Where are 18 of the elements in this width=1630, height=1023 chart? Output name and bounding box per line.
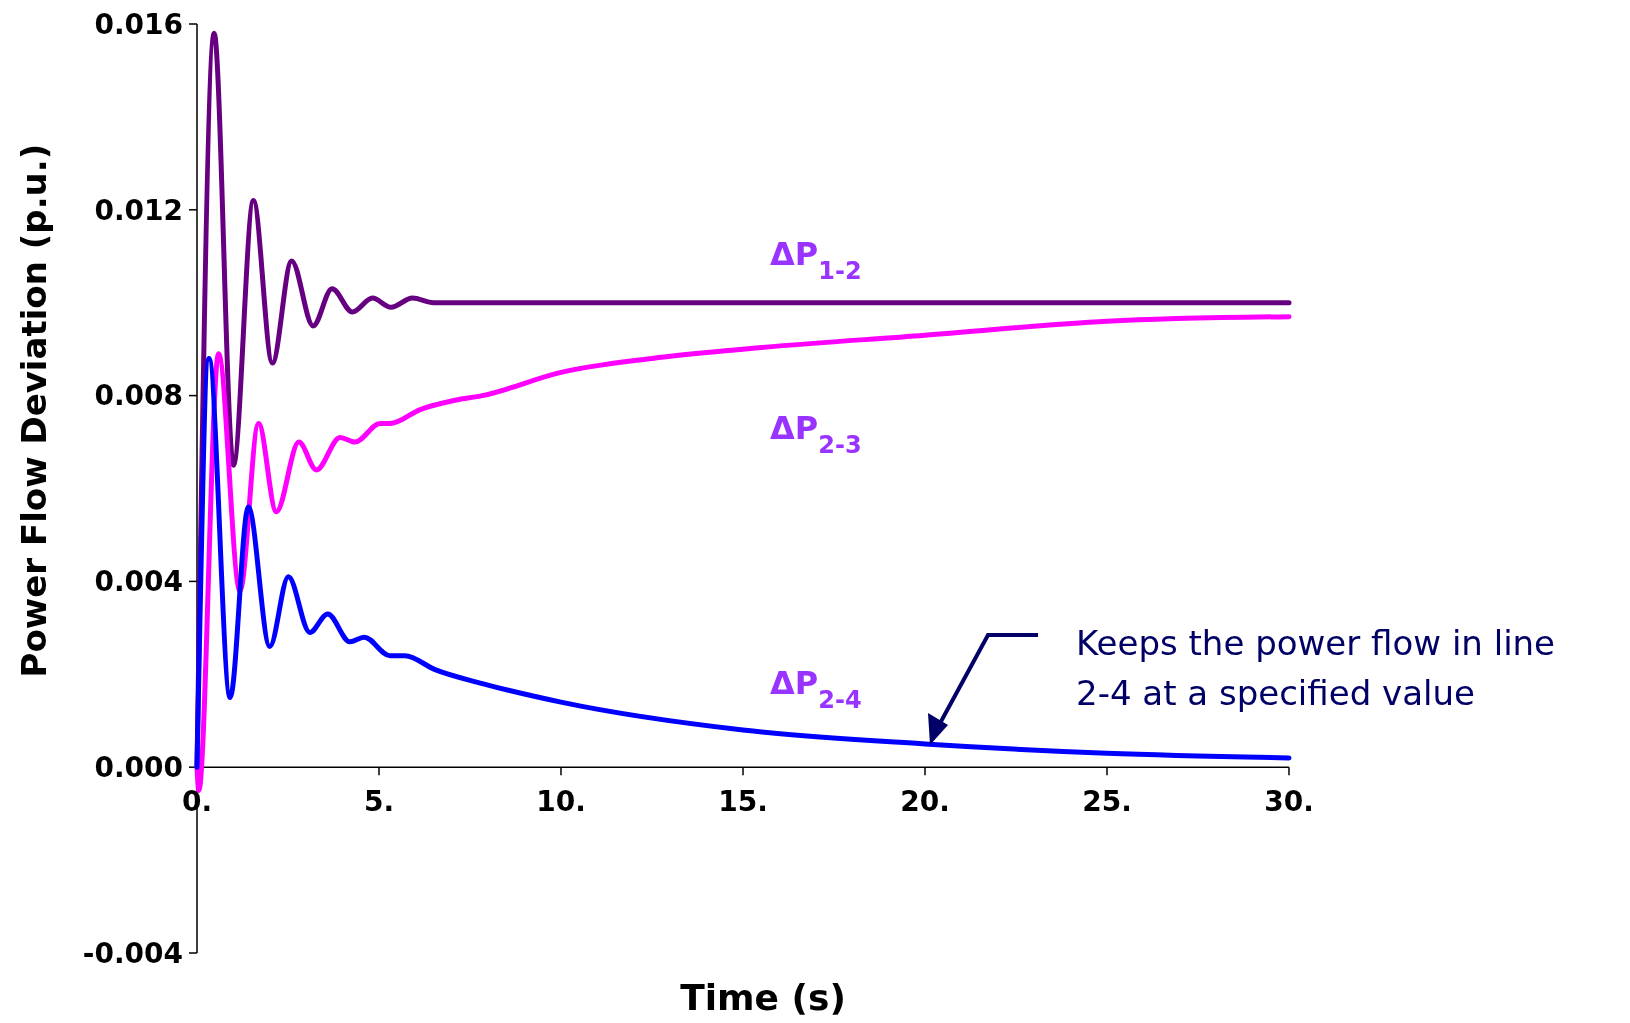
y-tick-label: 0.016: [94, 7, 183, 41]
x-tick-label: 25.: [1082, 785, 1132, 819]
y-tick-label: 0.004: [94, 565, 183, 599]
series-label: ΔP$_{2-4}$: [770, 663, 862, 714]
y-tick-label: -0.004: [82, 936, 183, 970]
x-tick-label: 20.: [900, 785, 950, 819]
x-tick-label: 5.: [363, 785, 395, 819]
x-tick-label: 30.: [1264, 785, 1314, 819]
series-label: ΔP$_{2-3}$: [770, 408, 862, 459]
y-tick-label: 0.012: [94, 193, 183, 227]
x-tick-label: 15.: [718, 785, 768, 819]
x-axis-title: Time (s): [680, 977, 846, 1018]
y-tick-label: 0.008: [94, 379, 183, 413]
annotation: Keeps the power flow in line 2-4 at a specified value: [1076, 623, 1556, 713]
y-tick-label: 0.000: [94, 751, 183, 784]
y-axis-title: Power Flow Deviation (p.u.): [14, 143, 54, 678]
series-label: ΔP$_{1-2}$: [770, 234, 862, 285]
x-tick-label: 10.: [536, 785, 586, 819]
